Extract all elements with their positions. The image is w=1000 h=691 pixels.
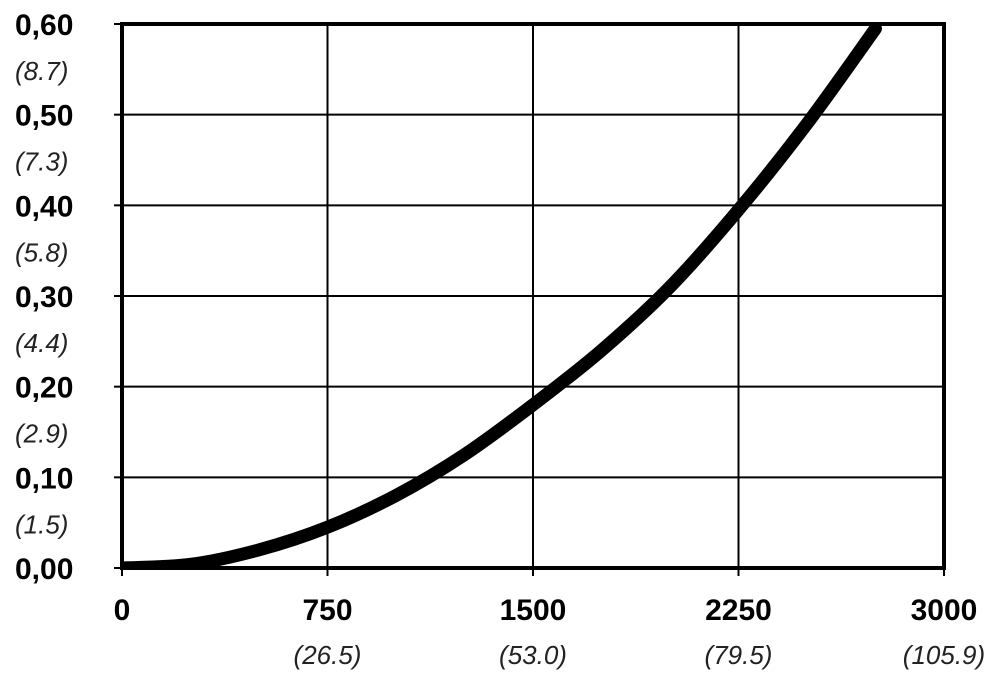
- x-tick-label: 2250: [705, 594, 772, 627]
- y-tick-label: 0,00: [15, 553, 73, 586]
- x-tick-sublabel: (26.5): [294, 640, 362, 670]
- x-tick-sublabel: (79.5): [705, 640, 773, 670]
- y-tick-label: 0,40: [15, 190, 73, 223]
- y-tick-sublabel: (8.7): [15, 56, 68, 86]
- x-tick-label: 3000: [911, 594, 978, 627]
- y-tick-label: 0,20: [15, 372, 73, 405]
- x-tick-sublabel: (53.0): [499, 640, 567, 670]
- series-line: [122, 24, 882, 568]
- y-tick-label: 0,30: [15, 281, 73, 314]
- y-tick-label: 0,10: [15, 462, 73, 495]
- y-tick-sublabel: (4.4): [15, 328, 68, 358]
- y-axis: 0,00 0,10 (1.5) 0,20 (2.9) 0,30 (4.4) 0,40 (5.8)…: [15, 9, 122, 586]
- y-tick-sublabel: (2.9): [15, 419, 68, 449]
- x-tick-sublabel: (105.9): [903, 640, 985, 670]
- y-tick-sublabel: (1.5): [15, 509, 68, 539]
- x-tick-label: 0: [114, 594, 131, 627]
- y-tick-label: 0,60: [15, 9, 73, 42]
- x-axis: 0 750 (26.5) 1500 (53.0) 2250 (79.5) 3000 (105.9…: [114, 568, 985, 670]
- x-tick-label: 750: [302, 594, 352, 627]
- y-tick-sublabel: (7.3): [15, 147, 68, 177]
- y-tick-sublabel: (5.8): [15, 237, 68, 267]
- y-tick-label: 0,50: [15, 100, 73, 133]
- series-layer: [122, 24, 882, 568]
- x-tick-label: 1500: [500, 594, 567, 627]
